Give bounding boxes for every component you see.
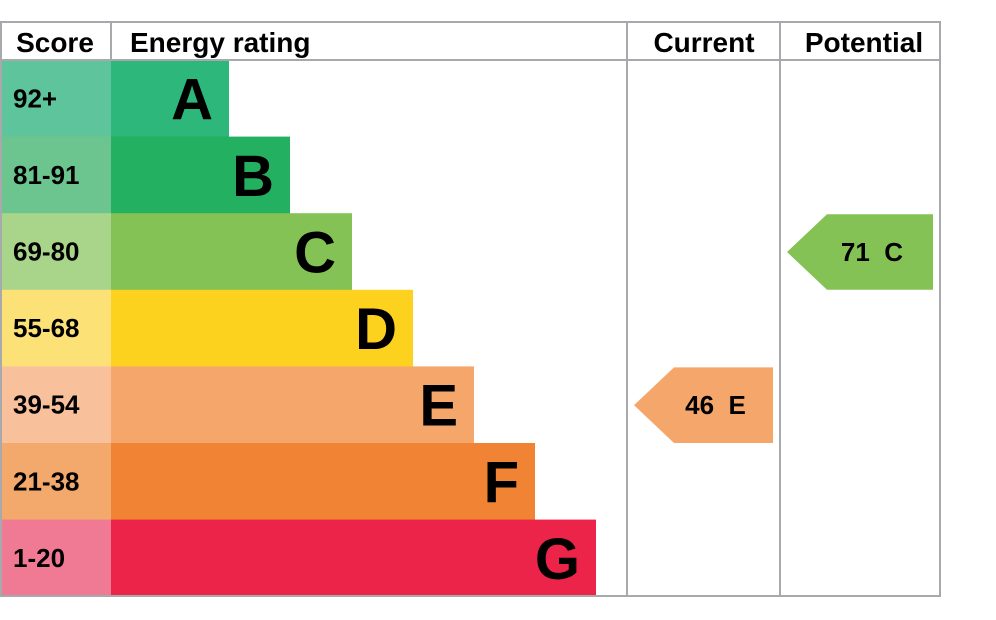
score-range-label: 1-20 (13, 543, 65, 573)
score-range-label: 55-68 (13, 313, 80, 343)
band-bar (111, 366, 474, 444)
band-a: 92+ A (1, 60, 229, 138)
score-range-label: 69-80 (13, 237, 80, 267)
score-cell (1, 443, 111, 521)
potential-rating-arrow: 71 C (787, 214, 933, 290)
table-grid (0, 21, 941, 597)
band-g: 1-20 G (1, 519, 596, 597)
score-cell (1, 136, 111, 214)
band-bar (111, 289, 413, 367)
score-range-label: 21-38 (13, 466, 80, 496)
band-letter: B (232, 144, 274, 209)
band-bar (111, 443, 535, 521)
score-cell (1, 519, 111, 597)
band-bar (111, 213, 352, 291)
score-cell (1, 366, 111, 444)
band-letter: D (355, 297, 397, 362)
current-rating-arrow-shape (634, 367, 773, 443)
energy-rating-column-header: Energy rating (130, 27, 310, 58)
band-bar (111, 136, 290, 214)
current-rating-arrow-label: 46 E (685, 390, 746, 420)
score-cell (1, 289, 111, 367)
rating-arrows: 46 E 71 C (634, 214, 933, 443)
band-c: 69-80 C (1, 213, 352, 291)
score-column-header: Score (16, 27, 94, 58)
current-rating-arrow: 46 E (634, 367, 773, 443)
band-letter: F (484, 450, 519, 515)
band-bar (111, 60, 229, 138)
score-cell (1, 60, 111, 138)
score-cell (1, 213, 111, 291)
potential-column-header: Potential (805, 27, 923, 58)
band-letter: E (419, 374, 458, 439)
table-border (0, 21, 941, 597)
band-e: 39-54 E (1, 366, 474, 444)
band-b: 81-91 B (1, 136, 290, 214)
rating-bands: 92+ A 81-91 B 69-80 C 55-68 D 39-54 E 21-38 F 1-20 G (1, 60, 596, 597)
score-range-label: 81-91 (13, 160, 80, 190)
band-letter: C (294, 221, 336, 286)
score-range-label: 92+ (13, 83, 57, 113)
potential-rating-arrow-shape (787, 214, 933, 290)
current-column-header: Current (653, 27, 754, 58)
band-letter: A (171, 67, 213, 132)
band-f: 21-38 F (1, 443, 535, 521)
band-d: 55-68 D (1, 289, 413, 367)
band-bar (111, 519, 596, 597)
score-range-label: 39-54 (13, 390, 80, 420)
potential-rating-arrow-label: 71 C (841, 237, 903, 267)
band-letter: G (535, 527, 580, 592)
